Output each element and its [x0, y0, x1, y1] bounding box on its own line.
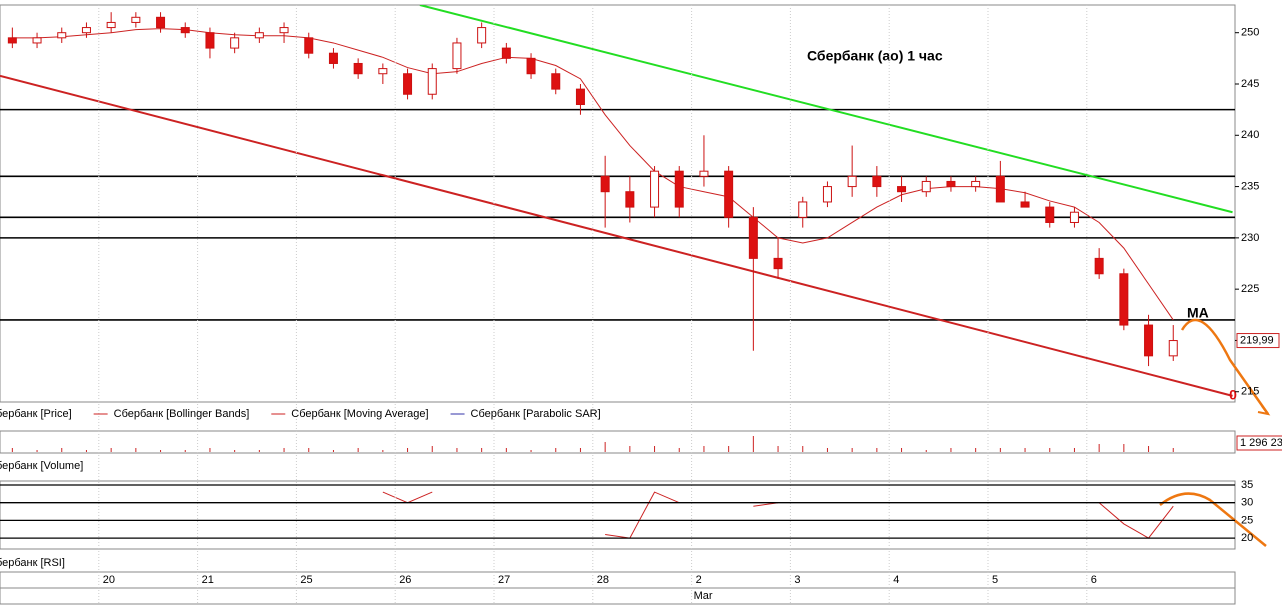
- trendline: [419, 5, 1233, 214]
- y-tick-label: 235: [1241, 180, 1259, 192]
- candle-body: [7, 37, 17, 44]
- candle-body: [254, 32, 264, 39]
- price-plot: [0, 5, 1235, 397]
- candle-body: [847, 175, 857, 188]
- arrow-head: [1257, 405, 1271, 416]
- candle-body: [971, 180, 981, 188]
- candle-body: [230, 37, 240, 49]
- legend-label: Сбербанк [Moving Average]: [291, 408, 428, 420]
- rsi-tick-label: 25: [1241, 514, 1253, 526]
- legend-label: Сбербанк [Bollinger Bands]: [114, 408, 250, 420]
- candle-body: [724, 170, 734, 218]
- candle-body: [1094, 257, 1104, 275]
- forecast-arrow: [1159, 492, 1267, 547]
- x-tick-label: 28: [597, 574, 609, 586]
- legend-label: Сбербанк [Price]: [0, 408, 72, 420]
- candle-body: [650, 170, 660, 208]
- x-tick-label: 3: [794, 574, 800, 586]
- x-tick-label: 4: [893, 574, 899, 586]
- volume-label: 1 296 23: [1240, 437, 1282, 449]
- candle-body: [205, 32, 215, 49]
- candle-body: [674, 170, 684, 208]
- candle-body: [798, 201, 808, 218]
- candle-body: [32, 37, 42, 44]
- last-price-label: 219,99: [1240, 334, 1274, 346]
- candle-body: [625, 191, 635, 208]
- candle-body: [403, 73, 413, 95]
- candle-body: [279, 27, 289, 34]
- candle-body: [156, 16, 166, 29]
- annotation: 0: [1229, 387, 1237, 403]
- candle-body: [748, 216, 758, 259]
- y-tick-label: 250: [1241, 27, 1259, 39]
- x-tick-label: 5: [992, 574, 998, 586]
- candle-body: [773, 257, 783, 270]
- candle-body: [1144, 324, 1154, 357]
- candle-body: [304, 37, 314, 54]
- forecast-arrow: [1180, 318, 1270, 415]
- candle-body: [1069, 211, 1079, 223]
- legend-label: Сбербанк [Parabolic SAR]: [471, 408, 601, 420]
- candle-body: [328, 52, 338, 64]
- candle-body: [921, 180, 931, 193]
- x-tick-label: 20: [103, 574, 115, 586]
- candle-body: [526, 57, 536, 75]
- candle-body: [897, 186, 907, 193]
- chart-title: Сбербанк (ао) 1 час: [807, 48, 943, 64]
- candle-body: [872, 175, 882, 188]
- x-tick-label: 27: [498, 574, 510, 586]
- month-label: Mar: [694, 590, 713, 602]
- pane-label: Сбербанк [Volume]: [0, 460, 83, 472]
- candle-body: [131, 16, 141, 23]
- candle-body: [501, 47, 511, 59]
- candle-body: [1119, 273, 1129, 326]
- y-tick-label: 225: [1241, 283, 1259, 295]
- candle-body: [81, 27, 91, 34]
- candle-body: [180, 27, 190, 34]
- rsi-tick-label: 35: [1241, 479, 1253, 491]
- candle-body: [106, 21, 116, 29]
- candle-body: [1168, 340, 1178, 357]
- candle-body: [57, 32, 67, 39]
- y-tick-label: 215: [1241, 386, 1259, 398]
- rsi-tick-label: 20: [1241, 532, 1253, 544]
- candle-body: [1045, 206, 1055, 223]
- rsi-pane: [0, 480, 1236, 550]
- candle-body: [995, 175, 1005, 203]
- rsi-tick-label: 30: [1241, 497, 1253, 509]
- x-tick-label: 6: [1091, 574, 1097, 586]
- last-price-box: [1236, 333, 1280, 349]
- candle-body: [378, 68, 388, 75]
- y-tick-label: 240: [1241, 129, 1259, 141]
- volume-label-box: [1236, 435, 1282, 451]
- candle-body: [699, 170, 709, 177]
- candle-body: [551, 73, 561, 90]
- candle-body: [822, 186, 832, 203]
- trendline: [0, 74, 1233, 397]
- candle-body: [477, 27, 487, 44]
- candle-body: [600, 175, 610, 193]
- x-tick-label: 2: [696, 574, 702, 586]
- candle-body: [575, 88, 585, 106]
- volume-pane: [0, 430, 1236, 454]
- candle-body: [1020, 201, 1030, 208]
- annotation: MA: [1187, 305, 1209, 321]
- candle-body: [452, 42, 462, 70]
- candle-body: [427, 68, 437, 95]
- x-tick-label: 21: [202, 574, 214, 586]
- x-tick-label: 26: [399, 574, 411, 586]
- candle-body: [946, 180, 956, 188]
- candle-body: [353, 62, 363, 75]
- y-tick-label: 230: [1241, 232, 1259, 244]
- y-tick-label: 245: [1241, 78, 1259, 90]
- pane-label: Сбербанк [RSI]: [0, 557, 65, 569]
- x-tick-label: 25: [300, 574, 312, 586]
